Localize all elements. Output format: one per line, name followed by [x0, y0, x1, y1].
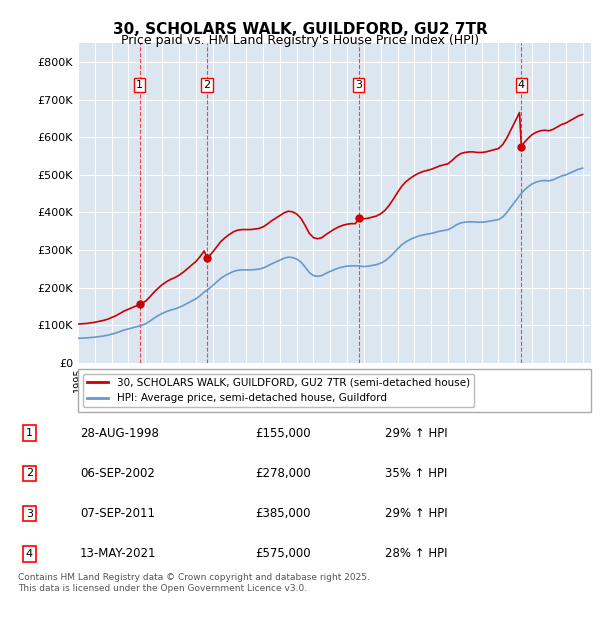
Text: 4: 4: [518, 80, 525, 90]
Text: £575,000: £575,000: [255, 547, 311, 560]
Text: £155,000: £155,000: [255, 427, 311, 440]
Text: 07-SEP-2011: 07-SEP-2011: [80, 507, 155, 520]
Text: 3: 3: [26, 508, 33, 518]
Text: 1: 1: [136, 80, 143, 90]
Legend: 30, SCHOLARS WALK, GUILDFORD, GU2 7TR (semi-detached house), HPI: Average price,: 30, SCHOLARS WALK, GUILDFORD, GU2 7TR (s…: [83, 374, 474, 407]
Text: Price paid vs. HM Land Registry's House Price Index (HPI): Price paid vs. HM Land Registry's House …: [121, 34, 479, 47]
Text: Contains HM Land Registry data © Crown copyright and database right 2025.
This d: Contains HM Land Registry data © Crown c…: [18, 574, 370, 593]
Text: 2: 2: [26, 469, 33, 479]
Text: £278,000: £278,000: [255, 467, 311, 480]
Text: 35% ↑ HPI: 35% ↑ HPI: [385, 467, 447, 480]
Text: 2: 2: [203, 80, 211, 90]
Text: 13-MAY-2021: 13-MAY-2021: [80, 547, 157, 560]
Text: 4: 4: [26, 549, 33, 559]
Text: 28-AUG-1998: 28-AUG-1998: [80, 427, 159, 440]
Text: 06-SEP-2002: 06-SEP-2002: [80, 467, 155, 480]
Text: 29% ↑ HPI: 29% ↑ HPI: [385, 507, 447, 520]
Text: 30, SCHOLARS WALK, GUILDFORD, GU2 7TR: 30, SCHOLARS WALK, GUILDFORD, GU2 7TR: [113, 22, 487, 37]
Text: £385,000: £385,000: [255, 507, 310, 520]
Text: 29% ↑ HPI: 29% ↑ HPI: [385, 427, 447, 440]
Text: 28% ↑ HPI: 28% ↑ HPI: [385, 547, 447, 560]
FancyBboxPatch shape: [78, 369, 591, 412]
Text: 3: 3: [355, 80, 362, 90]
Text: 1: 1: [26, 428, 33, 438]
